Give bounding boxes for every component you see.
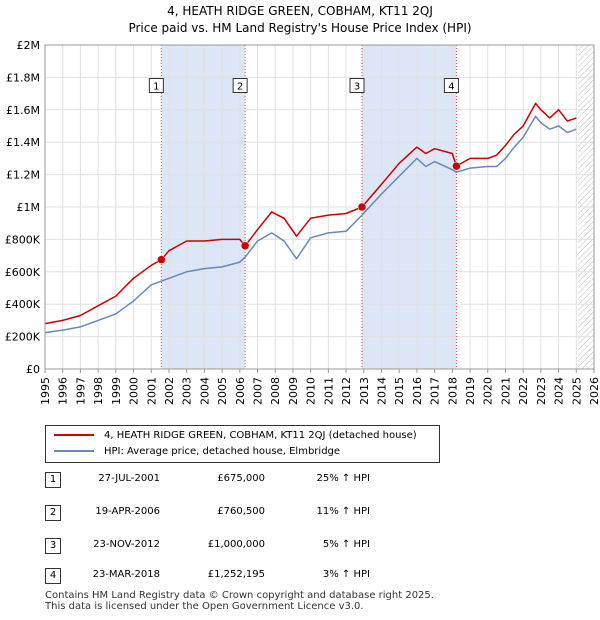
table-row: 2 19-APR-2006 £760,500 11% ↑ HPI (0, 503, 600, 523)
x-tick-label: 2006 (234, 377, 247, 405)
legend-item-price: 4, HEATH RIDGE GREEN, COBHAM, KT11 2QJ (… (54, 428, 417, 444)
y-tick-label: £400K (5, 298, 41, 311)
sale-date: 23-MAR-2018 (92, 569, 160, 580)
y-tick-label: £1.4M (6, 136, 40, 149)
sale-marker-box (349, 78, 365, 93)
footer-license: This data is licensed under the Open Gov… (45, 601, 364, 612)
table-row: 4 23-MAR-2018 £1,252,195 3% ↑ HPI (0, 566, 600, 586)
sale-date: 23-NOV-2012 (93, 539, 160, 550)
x-tick-label: 2001 (145, 377, 158, 405)
x-tick-label: 1998 (92, 377, 105, 405)
x-tick-label: 2026 (588, 377, 600, 405)
sale-marker-box (443, 78, 459, 93)
sale-marker-box (232, 78, 248, 93)
x-tick-label: 1999 (110, 377, 123, 405)
chart-title: 4, HEATH RIDGE GREEN, COBHAM, KT11 2QJ (167, 4, 433, 18)
legend-swatch-price (54, 434, 94, 436)
x-tick-label: 1995 (39, 377, 52, 405)
y-tick-label: £0 (26, 363, 40, 376)
hpi-line (44, 115, 577, 334)
sale-point (240, 241, 250, 251)
y-tick-label: £1.2M (6, 169, 40, 182)
x-tick-label: 2024 (553, 377, 566, 405)
x-tick-label: 2016 (411, 377, 424, 405)
legend-swatch-hpi (54, 450, 94, 452)
x-tick-label: 2007 (252, 377, 265, 405)
x-tick-label: 2014 (375, 377, 388, 405)
y-tick-label: £200K (5, 331, 41, 344)
x-tick-label: 2011 (322, 377, 335, 405)
x-tick-label: 2003 (181, 377, 194, 405)
legend-item-hpi: HPI: Average price, detached house, Elmb… (54, 444, 340, 460)
sale-marker-box (148, 78, 164, 93)
footer: Contains HM Land Registry data © Crown c… (45, 590, 434, 612)
sale-point (157, 255, 166, 264)
legend-label-price: 4, HEATH RIDGE GREEN, COBHAM, KT11 2QJ (… (104, 430, 417, 441)
x-tick-label: 2000 (128, 377, 141, 405)
sale-price: £1,252,195 (207, 569, 265, 580)
y-tick-label: £1M (17, 201, 41, 214)
sale-marker-number: 1 (153, 82, 159, 93)
sale-price: £675,000 (217, 473, 265, 484)
price-chart: 1 2 3 4 £0 £200K £400K £600K £800K £1M £1.2M £1.4M £… (5, 39, 600, 405)
x-tick-label: 1997 (74, 377, 87, 405)
sale-point (452, 161, 461, 171)
x-tick-label: 2019 (464, 377, 477, 405)
x-tick-label: 2010 (305, 377, 318, 405)
sale-point (357, 202, 367, 212)
x-tick-label: 2008 (269, 377, 282, 405)
plot-border (44, 44, 595, 370)
sale-number: 2 (45, 505, 61, 521)
y-tick-label: £2M (17, 39, 41, 52)
x-tick-label: 2013 (358, 377, 371, 405)
footer-copyright: Contains HM Land Registry data © Crown c… (45, 590, 434, 601)
x-tick-label: 2002 (163, 377, 176, 405)
chart-subtitle: Price paid vs. HM Land Registry's House … (128, 21, 472, 35)
table-row: 1 27-JUL-2001 £675,000 25% ↑ HPI (0, 470, 600, 490)
y-tick-label: £800K (5, 233, 41, 246)
sale-number: 1 (45, 472, 61, 488)
y-tick-label: £1.8M (6, 71, 40, 84)
sale-number: 4 (45, 568, 61, 584)
sale-marker-number: 2 (237, 82, 243, 93)
x-tick-label: 2004 (198, 377, 211, 405)
sale-hpi-change: 3% ↑ HPI (322, 569, 370, 580)
x-tick-label: 2017 (429, 377, 442, 405)
x-tick-label: 2022 (517, 377, 530, 405)
sale-hpi-change: 5% ↑ HPI (322, 539, 370, 550)
x-tick-label: 2025 (570, 377, 583, 405)
sale-date: 27-JUL-2001 (98, 473, 160, 484)
x-tick-label: 2012 (340, 377, 353, 405)
legend: 4, HEATH RIDGE GREEN, COBHAM, KT11 2QJ (… (45, 425, 440, 463)
sale-hpi-change: 11% ↑ HPI (316, 506, 370, 517)
x-tick-label: 2021 (499, 377, 512, 405)
sale-number: 3 (45, 538, 61, 554)
sale-marker-number: 3 (354, 82, 360, 93)
legend-label-hpi: HPI: Average price, detached house, Elmb… (104, 446, 341, 457)
x-tick-label: 2005 (216, 377, 229, 405)
x-tick-label: 1996 (57, 377, 70, 405)
x-tick-label: 2018 (446, 377, 459, 405)
x-tick-label: 2009 (287, 377, 300, 405)
y-tick-label: £1.6M (6, 104, 40, 117)
sale-price: £1,000,000 (207, 539, 265, 550)
sale-price: £760,500 (217, 506, 265, 517)
sale-date: 19-APR-2006 (95, 506, 160, 517)
y-tick-label: £600K (5, 266, 41, 279)
x-tick-label: 2015 (393, 377, 406, 405)
sale-marker-number: 4 (448, 82, 454, 93)
table-row: 3 23-NOV-2012 £1,000,000 5% ↑ HPI (0, 536, 600, 556)
x-tick-label: 2023 (535, 377, 548, 405)
x-tick-label: 2020 (482, 377, 495, 405)
sale-hpi-change: 25% ↑ HPI (316, 473, 370, 484)
